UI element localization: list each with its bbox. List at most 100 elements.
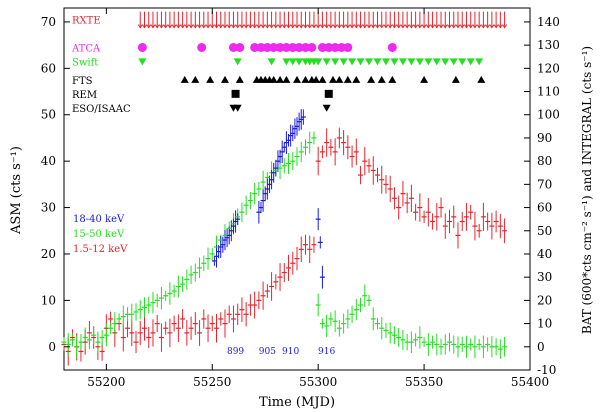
rxte-arrow-head xyxy=(154,24,160,29)
rxte-arrow-head xyxy=(273,24,279,29)
rxte-arrow-head xyxy=(341,24,347,29)
legend-entry: 18-40 keV xyxy=(73,214,125,225)
rxte-arrow-head xyxy=(269,24,274,29)
rxte-arrow-head xyxy=(379,24,385,29)
y-axis-left-label: ASM (cts s⁻¹) xyxy=(9,146,24,235)
rxte-arrow-head xyxy=(256,24,262,29)
down-triangle-marker xyxy=(458,58,467,66)
y-left-tick-label: 40 xyxy=(41,154,56,168)
integral-revolution-label: 916 xyxy=(318,347,335,357)
fts-marker xyxy=(269,75,278,83)
observation-label: Swift xyxy=(72,57,98,68)
y-right-tick-label: 70 xyxy=(537,177,552,191)
rxte-arrow-head xyxy=(163,24,169,29)
x-tick-label: 55250 xyxy=(193,375,231,389)
rxte-arrow-head xyxy=(142,24,147,29)
rxte-arrow-head xyxy=(404,24,410,29)
rxte-arrow-head xyxy=(370,24,376,29)
rxte-arrow-head xyxy=(468,24,474,29)
y-right-tick-label: 30 xyxy=(537,270,552,284)
rxte-arrow-head xyxy=(197,24,202,29)
rxte-arrow-head xyxy=(447,24,452,29)
fts-marker xyxy=(282,75,291,83)
rxte-arrow-head xyxy=(315,24,321,29)
observation-label: ATCA xyxy=(71,43,101,54)
rxte-arrow-head xyxy=(358,24,363,29)
rxte-arrow-head xyxy=(298,24,304,29)
rxte-arrow-head xyxy=(417,24,423,29)
fts-marker xyxy=(312,75,321,83)
fts-marker xyxy=(235,75,244,83)
fts-marker xyxy=(477,75,486,83)
rxte-arrow-head xyxy=(218,24,224,29)
rxte-arrow-head xyxy=(464,24,469,29)
down-triangle-marker xyxy=(432,58,441,66)
atca-marker xyxy=(300,42,310,52)
y-left-tick-label: 50 xyxy=(41,108,56,122)
y-left-tick-label: 70 xyxy=(41,15,56,29)
y-right-tick-label: 120 xyxy=(537,61,560,75)
y-right-tick-label: 90 xyxy=(537,131,552,145)
fts-marker xyxy=(276,75,285,83)
rxte-arrow-head xyxy=(209,24,215,29)
y-left-tick-label: 30 xyxy=(41,201,56,215)
integral-revolution-label: 899 xyxy=(227,347,244,357)
observation-label: REM xyxy=(72,90,97,101)
rxte-arrow-head xyxy=(239,24,245,29)
rxte-arrow-head xyxy=(146,24,152,29)
atca-marker xyxy=(275,42,285,52)
down-triangle-marker xyxy=(314,58,323,66)
rxte-arrow-head xyxy=(442,24,448,29)
x-tick-label: 55400 xyxy=(511,375,549,389)
rxte-arrow-head xyxy=(214,24,219,29)
down-triangle-marker xyxy=(233,58,242,66)
fts-marker xyxy=(180,75,189,83)
rxte-arrow-head xyxy=(451,24,457,29)
rxte-arrow-head xyxy=(264,24,270,29)
rxte-arrow-head xyxy=(231,24,236,29)
rxte-arrow-head xyxy=(226,24,232,29)
rxte-arrow-head xyxy=(303,24,308,29)
rxte-arrow-head xyxy=(392,24,397,29)
fts-marker xyxy=(377,75,386,83)
observation-label: ESO/ISAAC xyxy=(72,104,131,115)
down-triangle-marker xyxy=(449,58,458,66)
observation-markers xyxy=(137,11,507,112)
fts-marker xyxy=(367,75,376,83)
rxte-arrow-head xyxy=(336,24,342,29)
rxte-arrow-head xyxy=(400,24,406,29)
legend-entry: 1.5-12 keV xyxy=(73,244,128,255)
integral-revolution-label: 910 xyxy=(282,347,299,357)
atca-marker xyxy=(228,42,238,52)
y-right-tick-label: 130 xyxy=(537,38,560,52)
rxte-arrow-head xyxy=(222,24,228,29)
rem-marker xyxy=(231,89,240,98)
rxte-arrow-head xyxy=(480,24,486,29)
fts-marker xyxy=(206,75,215,83)
fts-marker xyxy=(191,75,200,83)
rxte-arrow-head xyxy=(332,24,338,29)
y-right-tick-label: 10 xyxy=(537,317,552,331)
data-points xyxy=(61,116,508,353)
atca-marker xyxy=(307,42,317,52)
rxte-arrow-head xyxy=(345,24,351,29)
y-left-tick-label: 10 xyxy=(41,293,56,307)
y-left-tick-label: 20 xyxy=(41,247,56,261)
y-axis-right-label: BAT (600*cts cm⁻² s⁻¹) and INTEGRAL (cts… xyxy=(580,46,594,334)
rxte-arrow-head xyxy=(459,24,465,29)
atca-marker xyxy=(235,42,245,52)
fts-marker xyxy=(388,75,397,83)
atca-marker xyxy=(330,42,340,52)
rxte-arrow-head xyxy=(328,24,334,29)
rxte-arrow-head xyxy=(396,24,402,29)
down-triangle-marker xyxy=(288,58,297,66)
y-right-tick-label: 140 xyxy=(537,15,560,29)
down-triangle-marker xyxy=(282,58,291,66)
rxte-arrow-head xyxy=(485,24,491,29)
observation-label: FTS xyxy=(72,76,93,87)
y-right-tick-label: 110 xyxy=(537,85,560,99)
rxte-arrow-head xyxy=(311,24,317,29)
rxte-arrow-head xyxy=(247,24,253,29)
rxte-arrow-head xyxy=(175,24,181,29)
